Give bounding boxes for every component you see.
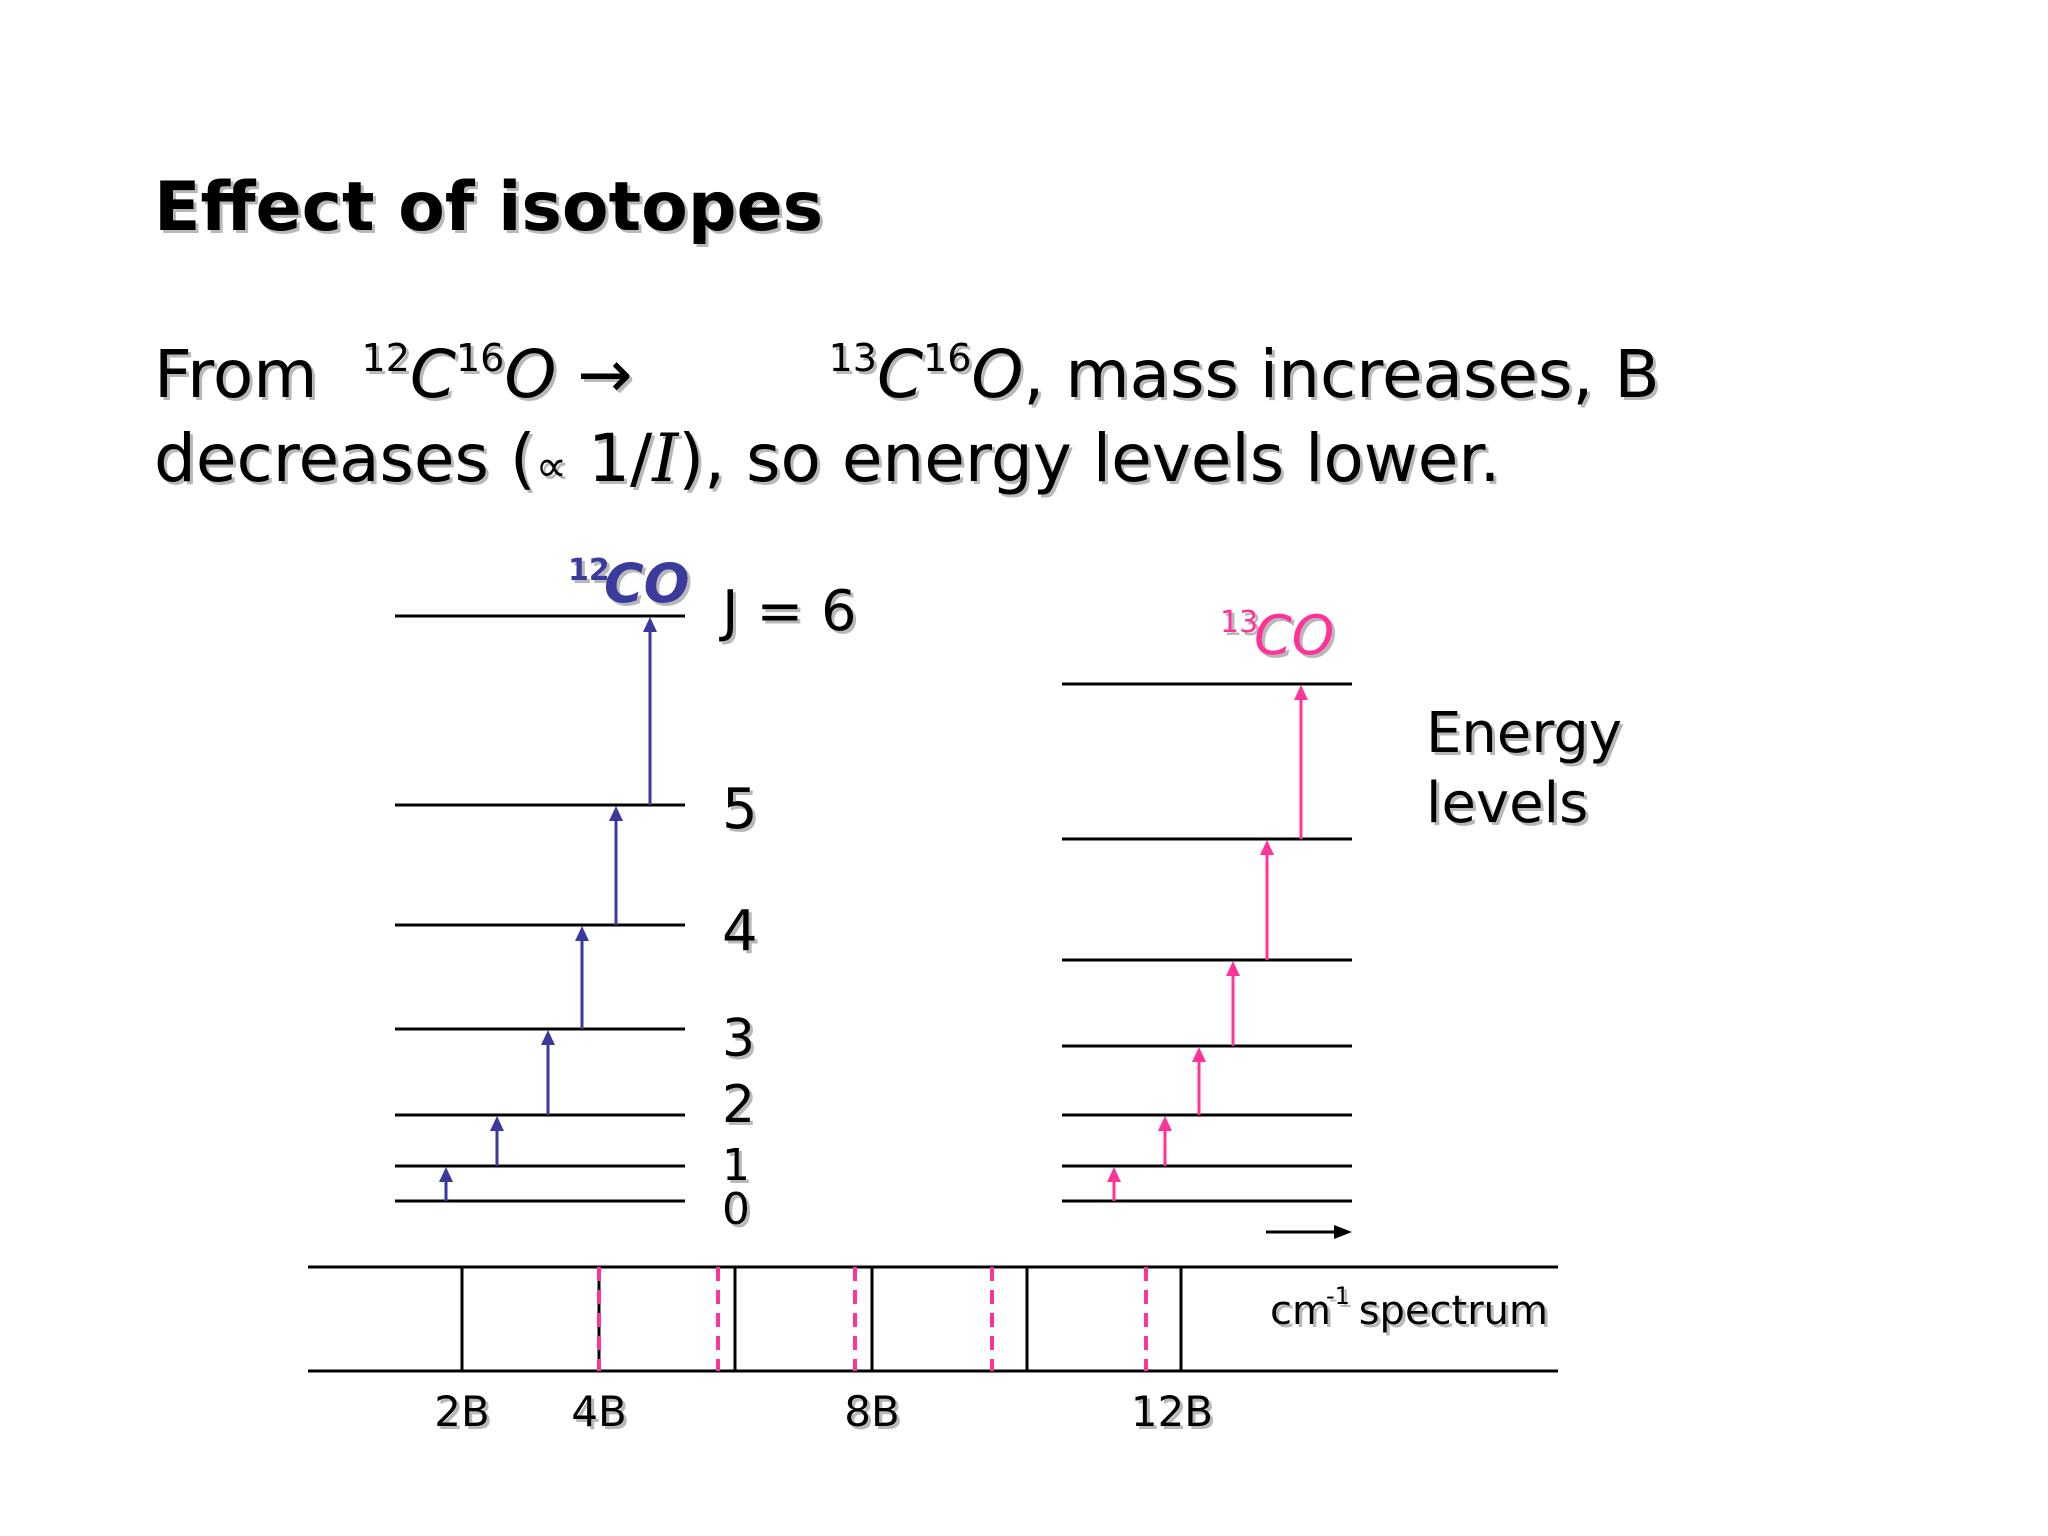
iso12-o-mass: 16 [455,336,505,380]
j-label-4: 4 [722,899,758,964]
co12-label-mass: 12 [568,553,610,588]
line2-c: ), so energy levels lower. [678,420,1501,497]
energy-caption-line1: Energy [1426,701,1622,766]
spectrum: cm -1 spectrum 2B 4B 8B 12B [308,1265,1558,1436]
right-arrow-head [1334,1225,1352,1239]
co12-transitions [439,617,657,1201]
line1-rest: , mass increases, B [1023,336,1660,413]
tick-label-4b: 4B [571,1387,627,1436]
co12-arrowhead-2-3 [541,1030,555,1045]
co13-label-text: CO [1254,604,1334,667]
co13-arrowhead-0-1 [1107,1167,1121,1182]
spectrum-label-exponent: -1 [1326,1282,1350,1310]
co13-arrowhead-3-4 [1226,961,1240,976]
slide-title: Effect of isotopes [154,168,824,247]
j-label-6: J = 6 [719,579,857,644]
co13-arrowhead-5-6 [1294,685,1308,700]
spectrum-label-word: spectrum [1346,1288,1548,1334]
co12-arrowhead-3-4 [575,926,589,941]
moment-of-inertia-symbol: I [652,420,679,497]
co12-label: 12 CO [568,552,690,615]
transition-arrow: → [577,336,633,413]
energy-levels-caption: Energy levels [1426,701,1622,836]
co12-arrowhead-1-2 [490,1116,504,1131]
tick-label-12b: 12B [1131,1387,1213,1436]
iso13-o-mass: 16 [923,336,972,380]
co12-spectral-lines [460,1267,1183,1371]
iso13-c: C [876,336,924,413]
proportional-symbol: ∝ [535,441,568,492]
iso12-c-mass: 12 [361,336,410,380]
co13-arrowhead-1-2 [1158,1116,1172,1131]
j-label-0: 0 [722,1184,750,1235]
iso13-c-mass: 13 [828,336,877,380]
co13-label: 13 CO [1220,604,1334,667]
line2-a: decreases ( [154,420,536,497]
co13-arrowhead-2-3 [1192,1047,1206,1062]
j-label-1: 1 [722,1140,750,1191]
j-label-2: 2 [722,1075,755,1135]
tick-label-2b: 2B [434,1387,490,1436]
right-arrow-icon [1266,1225,1352,1239]
co13-levels [1062,682,1352,1203]
energy-caption-line2: levels [1426,771,1588,836]
line2-b: 1/ [567,420,653,497]
tick-label-8b: 8B [844,1387,900,1436]
j-label-3: 3 [722,1009,755,1069]
co13-arrowhead-4-5 [1260,840,1274,855]
j-label-5: 5 [722,777,758,842]
body-line-1: From 12C16O → 13C16O, mass increases, B [154,336,1660,413]
co12-arrowhead-5-6 [643,617,657,632]
spectrum-label-cm: cm [1270,1288,1331,1334]
from-word: From [154,336,318,413]
iso12-c: C [409,336,456,413]
co12-arrowhead-4-5 [609,806,623,821]
co13-spectral-lines [597,1267,1148,1371]
body-line-2: decreases (∝ 1/I), so energy levels lowe… [154,420,1500,497]
iso13-o: O [971,336,1024,413]
co12-arrowhead-0-1 [439,1167,453,1182]
spectrum-tick-labels: 2B 4B 8B 12B [434,1387,1213,1436]
co12-levels [395,614,685,1203]
spectrum-label: cm -1 spectrum [1270,1282,1548,1334]
iso12-o: O [504,336,557,413]
co12-label-text: CO [604,552,690,615]
co13-transitions [1107,685,1308,1201]
co13-label-mass: 13 [1220,605,1258,640]
j-labels: 0 1 2 3 4 5 J = 6 [719,579,857,1235]
